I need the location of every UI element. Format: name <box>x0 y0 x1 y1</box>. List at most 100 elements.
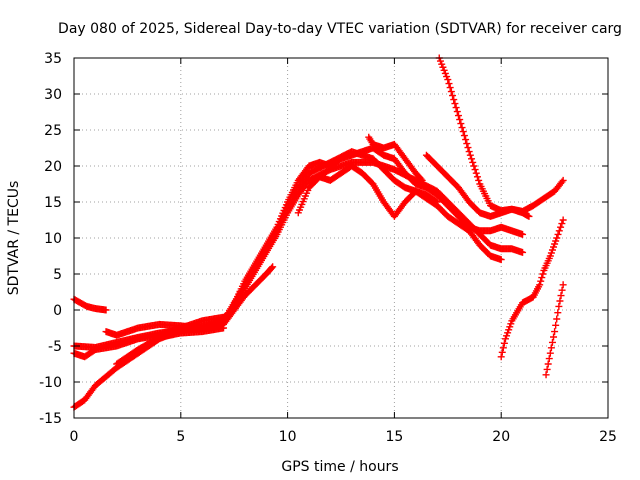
data-point <box>454 112 462 120</box>
y-axis-label: SDTVAR / TECUs <box>6 181 22 296</box>
data-point <box>546 349 554 357</box>
x-tick-label: 20 <box>492 429 510 445</box>
y-tick-label: 10 <box>44 231 62 247</box>
data-point <box>558 286 566 294</box>
data-point <box>466 151 474 159</box>
data-point <box>459 128 467 136</box>
data-point <box>418 176 426 184</box>
data-point <box>458 124 466 132</box>
data-point <box>558 220 566 228</box>
data-point <box>554 309 562 317</box>
x-tick-label: 15 <box>385 429 403 445</box>
series-track-12 <box>542 281 567 379</box>
data-point <box>439 63 447 71</box>
data-point <box>438 60 446 68</box>
data-point <box>433 198 441 206</box>
chart-title: Day 080 of 2025, Sidereal Day-to-day VTE… <box>58 21 622 37</box>
data-point <box>473 173 481 181</box>
x-tick-label: 10 <box>279 429 297 445</box>
data-point <box>559 216 567 224</box>
data-point <box>464 144 472 152</box>
data-point <box>553 234 561 242</box>
data-point <box>544 360 552 368</box>
data-point <box>538 274 546 282</box>
series-track-10 <box>435 54 567 215</box>
series-track-5 <box>102 263 277 339</box>
data-point <box>553 315 561 323</box>
data-point <box>525 212 533 220</box>
data-point <box>498 348 506 356</box>
y-tick-label: 20 <box>44 159 62 175</box>
data-point <box>450 96 458 104</box>
y-tick-label: 30 <box>44 87 62 103</box>
y-tick-label: 25 <box>44 123 62 139</box>
data-point <box>548 338 556 346</box>
data-point <box>444 76 452 84</box>
series-track-7 <box>294 162 441 220</box>
data-point <box>446 84 454 92</box>
data-point <box>220 324 228 332</box>
data-point <box>470 162 478 170</box>
data-point <box>417 175 425 183</box>
y-tick-label: -5 <box>48 339 62 355</box>
data-point <box>559 176 567 184</box>
data-point <box>268 264 276 272</box>
data-point <box>500 339 508 347</box>
data-point <box>440 66 448 74</box>
data-point <box>443 73 451 81</box>
data-point <box>555 302 563 310</box>
data-point <box>559 281 567 289</box>
data-point <box>469 158 477 166</box>
data-point <box>465 148 473 156</box>
data-point <box>519 248 527 256</box>
data-point <box>451 100 459 108</box>
data-point <box>475 176 483 184</box>
data-point <box>452 104 460 112</box>
series-track-3 <box>70 295 110 314</box>
y-tick-label: 15 <box>44 195 62 211</box>
data-point <box>456 116 464 124</box>
data-point <box>547 344 555 352</box>
y-tick-label: 5 <box>53 267 62 283</box>
data-point <box>536 281 544 289</box>
data-point <box>550 333 558 341</box>
x-tick-label: 25 <box>599 429 617 445</box>
data-point <box>445 80 453 88</box>
data-point <box>557 292 565 300</box>
grid-lines <box>74 58 608 418</box>
data-point <box>539 270 547 278</box>
data-point <box>453 108 461 116</box>
data-point <box>537 277 545 285</box>
data-point <box>449 92 457 100</box>
y-tick-label: 35 <box>44 51 62 67</box>
data-point <box>557 223 565 231</box>
data-point <box>543 365 551 373</box>
data-point <box>558 178 566 186</box>
data-point <box>554 230 562 238</box>
data-point <box>468 155 476 163</box>
data-point <box>542 371 550 379</box>
data-point <box>460 132 468 140</box>
data-point <box>497 256 505 264</box>
data-point <box>436 57 444 65</box>
data-point <box>499 344 507 352</box>
data-point <box>269 263 277 271</box>
data-point <box>551 328 559 336</box>
data-point <box>432 197 440 205</box>
data-point <box>102 306 110 314</box>
axis-ticks: 0 5 10 15 20 25 -15 -10 -5 0 5 10 15 20 25 30 35 <box>39 51 617 445</box>
series-track-6 <box>113 324 228 368</box>
data-point <box>556 297 564 305</box>
data-point <box>545 355 553 363</box>
data-point <box>555 227 563 235</box>
data-point <box>552 321 560 329</box>
data-point <box>472 169 480 177</box>
data-point <box>462 136 470 144</box>
y-tick-label: -15 <box>39 411 62 427</box>
y-tick-label: 0 <box>53 303 62 319</box>
data-point <box>471 166 479 174</box>
data-point <box>519 230 527 238</box>
x-axis-label: GPS time / hours <box>281 459 398 475</box>
